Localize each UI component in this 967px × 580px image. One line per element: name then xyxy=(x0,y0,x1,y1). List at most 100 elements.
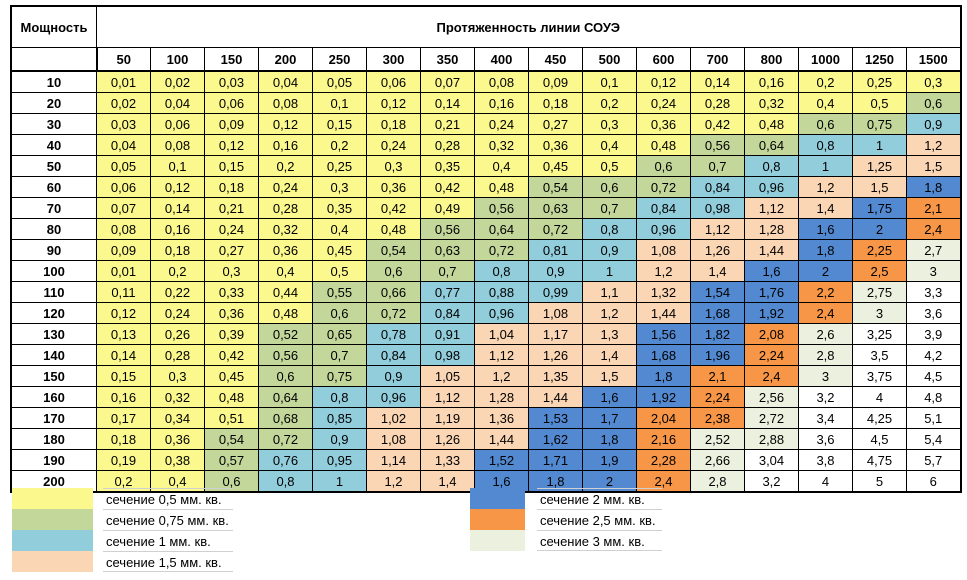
value-cell: 1,08 xyxy=(528,302,583,324)
value-cell: 1,33 xyxy=(420,449,475,471)
value-cell: 0,48 xyxy=(474,176,529,198)
value-cell: 0,01 xyxy=(96,260,151,282)
power-row-header: 60 xyxy=(10,176,97,198)
value-cell: 1,44 xyxy=(636,302,691,324)
value-cell: 0,12 xyxy=(96,302,151,324)
value-cell: 0,12 xyxy=(636,70,691,93)
value-cell: 3,8 xyxy=(798,449,853,471)
power-length-table: Мощность Протяженность линии СОУЭ 50 100 1… xyxy=(10,5,962,493)
value-cell: 0,55 xyxy=(312,281,367,303)
length-column-header: 800 xyxy=(744,47,799,72)
value-cell: 1 xyxy=(852,134,907,156)
value-cell: 0,64 xyxy=(744,134,799,156)
value-cell: 0,42 xyxy=(366,197,421,219)
value-cell: 0,35 xyxy=(312,197,367,219)
value-cell: 2,4 xyxy=(798,302,853,324)
value-cell: 1 xyxy=(798,155,853,177)
value-cell: 0,44 xyxy=(258,281,313,303)
legend-label-column: сечение 2 мм. кв. сечение 2,5 мм. кв. сече… xyxy=(537,488,662,551)
value-cell: 2 xyxy=(798,260,853,282)
value-cell: 0,96 xyxy=(366,386,421,408)
value-cell: 0,6 xyxy=(798,113,853,135)
value-cell: 0,6 xyxy=(204,470,259,493)
length-column-header: 1500 xyxy=(906,47,961,72)
power-row-header: 170 xyxy=(10,407,97,429)
value-cell: 1,5 xyxy=(852,176,907,198)
value-cell: 0,08 xyxy=(96,218,151,240)
value-cell: 0,16 xyxy=(744,70,799,93)
value-cell: 0,63 xyxy=(420,239,475,261)
value-cell: 1,92 xyxy=(636,386,691,408)
value-cell: 1,6 xyxy=(798,218,853,240)
value-cell: 1 xyxy=(312,470,367,493)
value-cell: 6 xyxy=(906,470,961,493)
value-cell: 0,27 xyxy=(204,239,259,261)
value-cell: 2,52 xyxy=(690,428,745,450)
value-cell: 0,02 xyxy=(96,92,151,114)
value-cell: 1,28 xyxy=(474,386,529,408)
value-cell: 0,6 xyxy=(258,365,313,387)
value-cell: 0,9 xyxy=(528,260,583,282)
legend-large-sections: сечение 2 мм. кв. сечение 2,5 мм. кв. сече… xyxy=(470,488,662,551)
value-cell: 0,96 xyxy=(636,218,691,240)
value-cell: 1,4 xyxy=(690,260,745,282)
value-cell: 0,32 xyxy=(474,134,529,156)
power-row-header: 150 xyxy=(10,365,97,387)
value-cell: 1,82 xyxy=(690,323,745,345)
value-cell: 2,28 xyxy=(636,449,691,471)
value-cell: 0,06 xyxy=(150,113,205,135)
value-cell: 1,7 xyxy=(582,407,637,429)
value-cell: 0,98 xyxy=(690,197,745,219)
value-cell: 0,2 xyxy=(582,92,637,114)
value-cell: 1,44 xyxy=(744,239,799,261)
value-cell: 0,4 xyxy=(150,470,205,493)
value-cell: 3,04 xyxy=(744,449,799,471)
value-cell: 2,38 xyxy=(690,407,745,429)
value-cell: 0,1 xyxy=(312,92,367,114)
power-row-header: 120 xyxy=(10,302,97,324)
table-row: 80 0,08 0,16 0,24 0,32 0,4 0,48 0,56 0,64 0,72 0,8… xyxy=(10,218,961,240)
value-cell: 0,28 xyxy=(420,134,475,156)
value-cell: 1,12 xyxy=(474,344,529,366)
value-cell: 0,8 xyxy=(312,386,367,408)
value-cell: 1,17 xyxy=(528,323,583,345)
value-cell: 1,5 xyxy=(906,155,961,177)
value-cell: 0,08 xyxy=(150,134,205,156)
value-cell: 0,34 xyxy=(150,407,205,429)
value-cell: 2,24 xyxy=(744,344,799,366)
value-cell: 1,6 xyxy=(474,470,529,493)
value-cell: 1,2 xyxy=(636,260,691,282)
power-row-header: 180 xyxy=(10,428,97,450)
value-cell: 0,06 xyxy=(366,70,421,93)
value-cell: 0,02 xyxy=(150,70,205,93)
value-cell: 2,6 xyxy=(798,323,853,345)
table-row: 100 0,01 0,2 0,3 0,4 0,5 0,6 0,7 0,8 0,9 1 1,2 1,4 1,… xyxy=(10,260,961,282)
value-cell: 0,72 xyxy=(474,239,529,261)
value-cell: 2,7 xyxy=(906,239,961,261)
value-cell: 0,14 xyxy=(690,70,745,93)
value-cell: 0,9 xyxy=(312,428,367,450)
value-cell: 1,32 xyxy=(636,281,691,303)
value-cell: 0,18 xyxy=(96,428,151,450)
value-cell: 0,54 xyxy=(366,239,421,261)
value-cell: 0,28 xyxy=(258,197,313,219)
value-cell: 1,52 xyxy=(474,449,529,471)
value-cell: 2,88 xyxy=(744,428,799,450)
value-cell: 1,26 xyxy=(420,428,475,450)
value-cell: 0,3 xyxy=(312,176,367,198)
value-cell: 0,64 xyxy=(258,386,313,408)
value-cell: 1,68 xyxy=(636,344,691,366)
legend-color-swatch xyxy=(12,488,93,509)
table-row: 50 0,05 0,1 0,15 0,2 0,25 0,3 0,35 0,4 0,45 0,5 0,6… xyxy=(10,155,961,177)
value-cell: 1 xyxy=(582,260,637,282)
value-cell: 0,06 xyxy=(96,176,151,198)
value-cell: 0,05 xyxy=(312,70,367,93)
power-row-header: 80 xyxy=(10,218,97,240)
value-cell: 0,7 xyxy=(312,344,367,366)
power-row-header: 200 xyxy=(10,470,97,493)
length-values-row: 50 100 150 200 250 300 350 400 450 500 600 700 800 10… xyxy=(10,47,961,72)
value-cell: 0,3 xyxy=(204,260,259,282)
value-cell: 0,6 xyxy=(906,92,961,114)
value-cell: 2,16 xyxy=(636,428,691,450)
value-cell: 0,12 xyxy=(366,92,421,114)
